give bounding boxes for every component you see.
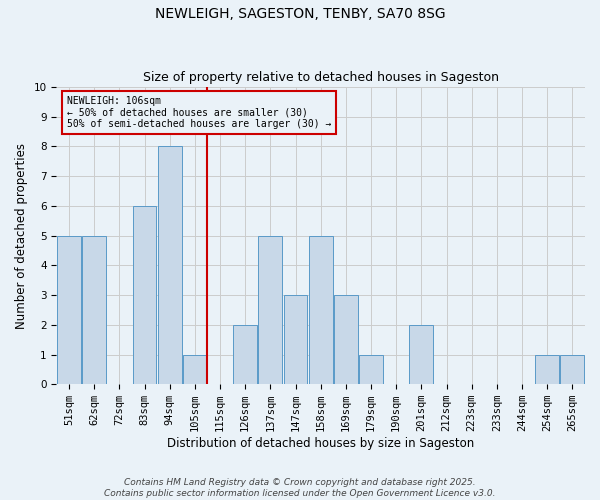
Bar [158, 146, 182, 384]
Bar [560, 354, 584, 384]
Bar [535, 354, 559, 384]
Y-axis label: Number of detached properties: Number of detached properties [15, 142, 28, 328]
Bar [57, 236, 81, 384]
Bar [259, 236, 283, 384]
Bar [284, 295, 307, 384]
Bar [183, 354, 207, 384]
Bar [409, 325, 433, 384]
Text: NEWLEIGH, SAGESTON, TENBY, SA70 8SG: NEWLEIGH, SAGESTON, TENBY, SA70 8SG [155, 8, 445, 22]
Bar [334, 295, 358, 384]
Title: Size of property relative to detached houses in Sageston: Size of property relative to detached ho… [143, 72, 499, 85]
X-axis label: Distribution of detached houses by size in Sageston: Distribution of detached houses by size … [167, 437, 475, 450]
Text: Contains HM Land Registry data © Crown copyright and database right 2025.
Contai: Contains HM Land Registry data © Crown c… [104, 478, 496, 498]
Bar [233, 325, 257, 384]
Text: NEWLEIGH: 106sqm
← 50% of detached houses are smaller (30)
50% of semi-detached : NEWLEIGH: 106sqm ← 50% of detached house… [67, 96, 331, 129]
Bar [359, 354, 383, 384]
Bar [133, 206, 157, 384]
Bar [82, 236, 106, 384]
Bar [309, 236, 332, 384]
